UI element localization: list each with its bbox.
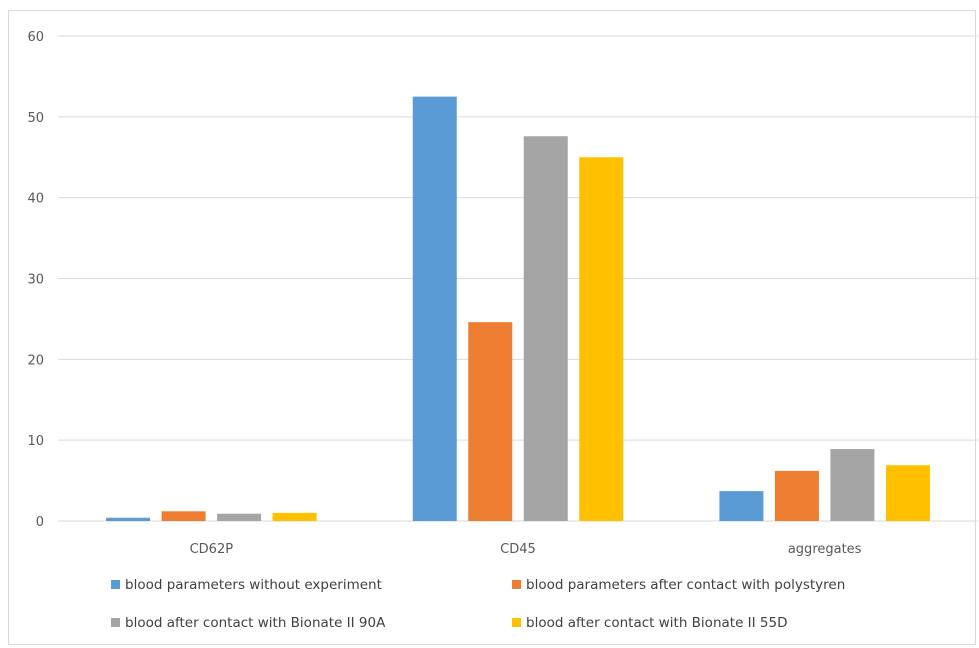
bar [579, 157, 624, 521]
bar [106, 517, 151, 521]
bar [468, 322, 513, 521]
bar [774, 470, 819, 521]
bar [719, 491, 764, 521]
legend-label: blood after contact with Bionate II 55D [526, 615, 788, 631]
x-tick-label: CD62P [190, 542, 234, 557]
bar [523, 136, 568, 521]
y-tick-label: 40 [27, 192, 44, 207]
legend-swatch [512, 580, 521, 589]
bar [161, 511, 206, 521]
legend-label: blood parameters after contact with poly… [526, 577, 845, 593]
legend-swatch [111, 618, 120, 627]
y-tick-label: 50 [27, 111, 44, 126]
x-tick-label: aggregates [788, 542, 862, 557]
bar [885, 465, 930, 521]
x-tick-label: CD45 [500, 542, 536, 557]
legend-label: blood parameters without experiment [125, 577, 382, 593]
y-tick-label: 30 [27, 273, 44, 288]
legend-swatch [111, 580, 120, 589]
y-tick-label: 60 [27, 30, 44, 45]
y-tick-label: 10 [27, 434, 44, 449]
bar [272, 512, 317, 521]
bar [830, 449, 875, 521]
y-tick-label: 0 [36, 515, 44, 530]
y-tick-label: 20 [27, 353, 44, 368]
bar [217, 513, 262, 521]
legend-label: blood after contact with Bionate II 90A [125, 615, 386, 631]
legend-swatch [512, 618, 521, 627]
bar [412, 96, 457, 521]
